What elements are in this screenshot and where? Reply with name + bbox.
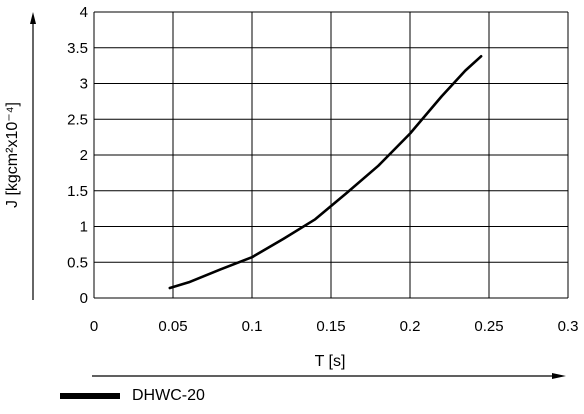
y-tick-label: 0 xyxy=(80,290,88,307)
x-tick-label: 0.3 xyxy=(558,318,579,335)
y-tick-label: 2.5 xyxy=(67,111,88,128)
y-tick-labels: 0 0.5 1 1.5 2 2.5 3 3.5 4 xyxy=(67,4,88,307)
x-tick-label: 0.1 xyxy=(242,318,263,335)
x-tick-labels: 0 0.05 0.1 0.15 0.2 0.25 0.3 xyxy=(90,318,579,335)
y-tick-label: 3 xyxy=(80,76,88,93)
y-tick-label: 0.5 xyxy=(67,254,88,271)
x-tick-label: 0 xyxy=(90,318,98,335)
line-chart: 0 0.5 1 1.5 2 2.5 3 3.5 4 0 0.05 0.1 0.15 0.2 0.25 0.3… xyxy=(4,4,579,379)
y-tick-label: 4 xyxy=(80,4,88,21)
x-tick-label: 0.05 xyxy=(158,318,187,335)
series-lines xyxy=(168,54,483,290)
y-tick-label: 1.5 xyxy=(67,183,88,200)
legend-swatch xyxy=(60,393,120,399)
x-axis-arrowhead xyxy=(552,373,566,379)
y-tick-label: 1 xyxy=(80,219,88,236)
y-tick-label: 2 xyxy=(80,147,88,164)
x-tick-label: 0.2 xyxy=(400,318,421,335)
x-axis-title: T [s] xyxy=(315,353,346,370)
x-tick-label: 0.25 xyxy=(474,318,503,335)
y-axis-title: J [kgcm²x10⁻⁴] xyxy=(4,102,21,208)
grid-lines xyxy=(93,11,569,299)
y-tick-label: 3.5 xyxy=(67,40,88,57)
y-axis-arrowhead xyxy=(30,12,36,24)
x-tick-label: 0.15 xyxy=(316,318,345,335)
legend: DHWC-20 xyxy=(60,386,205,406)
legend-label: DHWC-20 xyxy=(132,387,205,404)
series-line xyxy=(168,54,483,290)
